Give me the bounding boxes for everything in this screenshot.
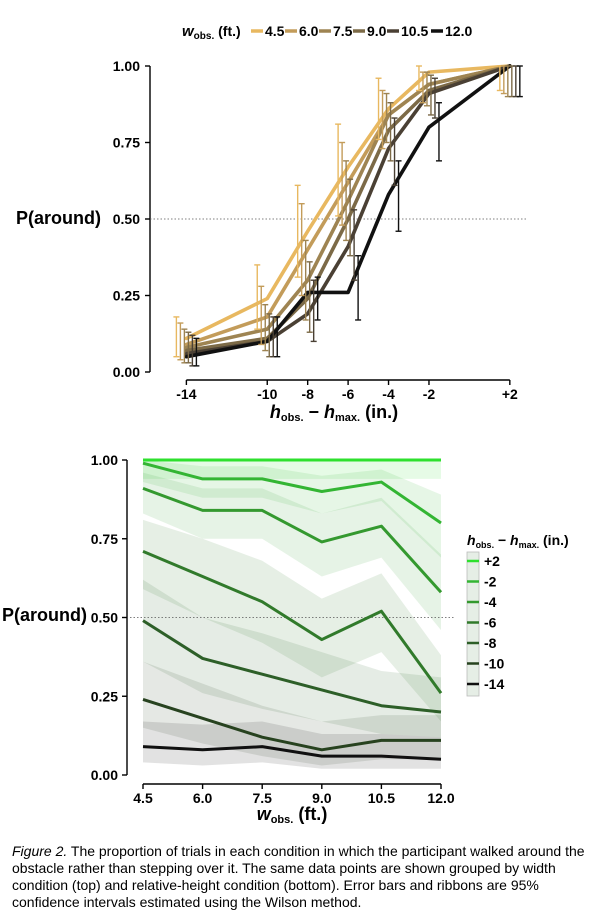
bottom-legend-label: -4 <box>484 594 497 610</box>
top-series-line <box>184 64 512 347</box>
top-x-tick-label: -4 <box>382 386 395 402</box>
top-x-label-h: h <box>324 402 335 422</box>
bottom-legend-label: -14 <box>484 676 504 692</box>
top-legend-title-sub: obs. <box>194 31 215 42</box>
bottom-series-line <box>142 697 441 752</box>
bottom-x-tick-label: 4.5 <box>133 790 153 806</box>
bottom-series-line <box>142 461 442 525</box>
top-y-tick-label: 1.00 <box>113 58 140 74</box>
top-y-tick-label: 0.00 <box>113 364 140 380</box>
top-series-line <box>184 64 512 359</box>
bottom-legend-label: -2 <box>484 574 497 590</box>
bottom-x-label-w: w <box>257 804 272 824</box>
bottom-y-tick-label: 0.25 <box>91 688 118 704</box>
bottom-legend: hobs. − hmax. (in.)+2-2-4-6-8-10-14 <box>466 532 569 697</box>
bottom-legend-title-h: h <box>510 532 519 548</box>
bottom-y-tick-label: 0.75 <box>91 531 118 547</box>
top-x-tick-label: -14 <box>176 386 196 402</box>
top-x-label-minus: − <box>304 402 325 422</box>
bottom-legend-label: +2 <box>484 553 500 569</box>
top-legend-label: 4.5 <box>265 23 285 39</box>
bottom-x-tick-label: 7.5 <box>252 790 272 806</box>
top-x-tick-label: -2 <box>423 386 436 402</box>
bottom-legend-title: hobs. − hmax. (in.) <box>467 532 569 550</box>
bottom-legend-title-unit: (in.) <box>539 532 569 548</box>
bottom-y-tick-label: 0.50 <box>91 610 118 626</box>
top-legend-label: 6.0 <box>299 23 319 39</box>
bottom-x-label: wobs. (ft.) <box>257 804 328 826</box>
top-y-tick-label: 0.25 <box>113 288 140 304</box>
bottom-legend-title-sub: max. <box>519 540 540 550</box>
top-legend-title-w: w <box>182 23 195 40</box>
figure-caption: Figure 2. The proportion of trials in ea… <box>12 843 592 911</box>
top-x-label: hobs. − hmax. (in.) <box>270 402 398 424</box>
bottom-series-line <box>142 745 442 761</box>
top-legend-label: 7.5 <box>333 23 353 39</box>
bottom-series-line <box>142 549 443 694</box>
top-x-label-h: h <box>270 402 281 422</box>
caption-label: Figure 2. <box>12 843 68 859</box>
bottom-ribbon <box>143 460 441 479</box>
bottom-legend-box <box>466 551 480 697</box>
bottom-legend-label: -8 <box>484 635 497 651</box>
top-legend-label: 12.0 <box>445 23 472 39</box>
caption-text: The proportion of trials in each conditi… <box>12 843 585 910</box>
bottom-x-label-sub: obs. <box>271 814 294 826</box>
bottom-legend-title-minus: − <box>494 532 510 548</box>
top-x-label-sub: obs. <box>281 412 304 424</box>
top-x-tick-label: -8 <box>301 386 314 402</box>
top-x-tick-label: -6 <box>342 386 355 402</box>
bottom-x-tick-label: 10.5 <box>368 790 395 806</box>
bottom-ribbon <box>143 579 441 738</box>
top-legend-label: 10.5 <box>401 23 428 39</box>
top-x-tick-label: +2 <box>502 386 518 402</box>
bottom-y-label: P(around) <box>2 605 87 625</box>
bottom-legend-title-sub: obs. <box>476 540 495 550</box>
top-series-line <box>184 64 512 356</box>
bottom-legend-label: -10 <box>484 656 504 672</box>
bottom-ribbon <box>143 472 441 631</box>
top-legend: wobs. (ft.) 4.5 6.0 7.5 9.0 10.5 12.0 <box>182 23 472 42</box>
bottom-y-tick-label: 1.00 <box>91 452 118 468</box>
bottom-chart: 0.00 0.25 0.50 0.75 1.00 4.5 6.0 7.5 9.0 10.5 12.0… <box>2 452 569 826</box>
top-legend-label: 9.0 <box>367 23 387 39</box>
top-legend-title: wobs. (ft.) <box>182 23 241 42</box>
top-y-tick-label: 0.75 <box>113 135 140 151</box>
bottom-x-tick-label: 12.0 <box>427 790 454 806</box>
bottom-legend-label: -6 <box>484 615 497 631</box>
top-x-tick-label: -10 <box>257 386 277 402</box>
top-series-line <box>184 64 512 350</box>
top-x-label-unit: (in.) <box>360 402 398 422</box>
top-series-line <box>184 64 512 353</box>
bottom-y-tick-label: 0.00 <box>91 767 118 783</box>
bottom-series-line <box>142 619 442 714</box>
bottom-x-tick-label: 6.0 <box>193 790 213 806</box>
bottom-ribbon <box>143 661 441 766</box>
top-x-label-sub: max. <box>335 412 360 424</box>
bottom-x-label-unit: (ft.) <box>293 804 327 824</box>
bottom-x-tick-label: 9.0 <box>312 790 332 806</box>
bottom-legend-title-h: h <box>467 532 476 548</box>
bottom-series-line <box>142 486 443 594</box>
top-y-label: P(around) <box>16 208 101 228</box>
top-y-tick-label: 0.50 <box>113 211 140 227</box>
top-chart: 0.00 0.25 0.50 0.75 1.00 -14 -10 -8 -6 -4 -2 +2 P(ar… <box>16 23 526 424</box>
top-legend-title-unit: (ft.) <box>214 23 240 39</box>
